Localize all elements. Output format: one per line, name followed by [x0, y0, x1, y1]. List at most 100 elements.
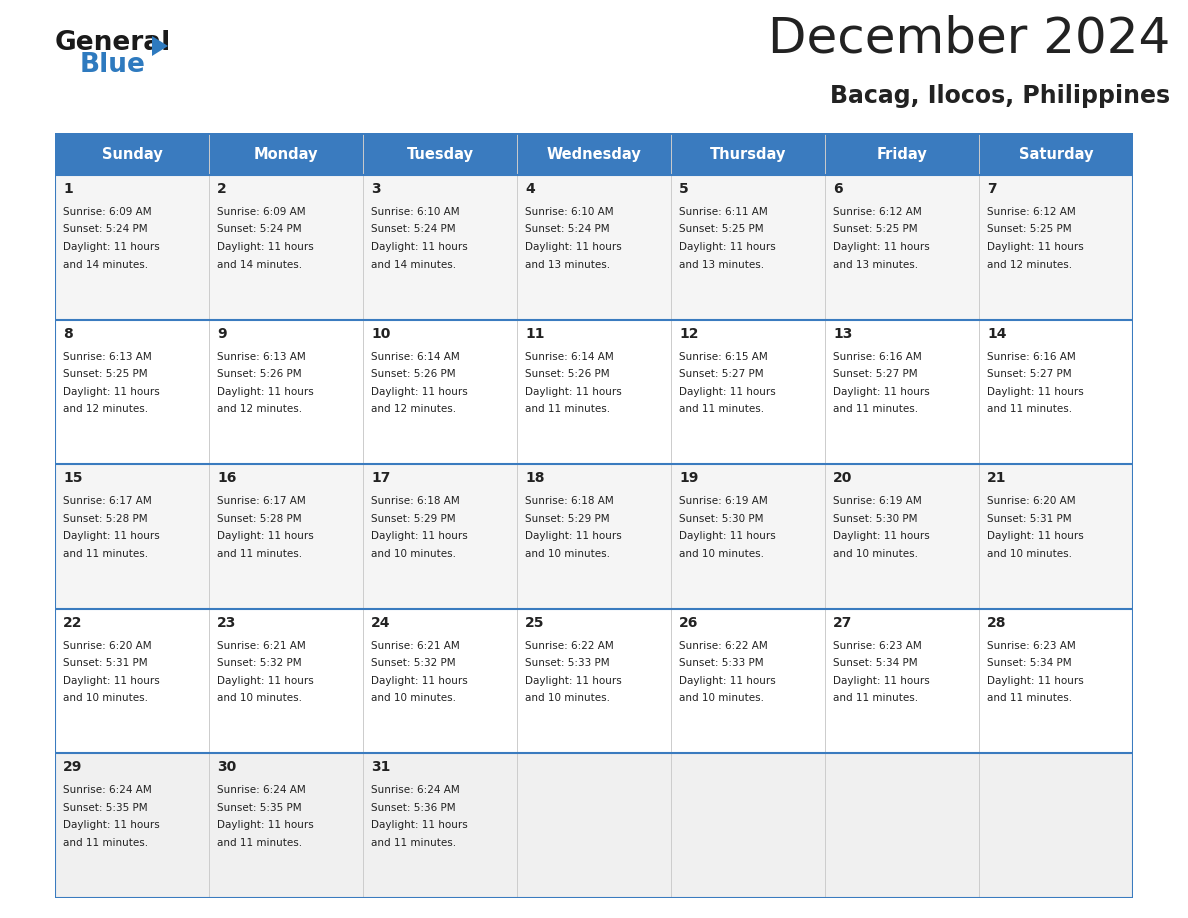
Text: Daylight: 11 hours: Daylight: 11 hours	[680, 242, 776, 252]
Bar	[55, 175, 1133, 319]
Text: Daylight: 11 hours: Daylight: 11 hours	[217, 386, 314, 397]
Text: Sunset: 5:24 PM: Sunset: 5:24 PM	[217, 225, 302, 234]
Text: 9: 9	[217, 327, 227, 341]
Text: Sunset: 5:33 PM: Sunset: 5:33 PM	[680, 658, 764, 668]
Text: Sunset: 5:26 PM: Sunset: 5:26 PM	[525, 369, 609, 379]
Bar	[979, 133, 1133, 175]
Bar	[517, 133, 671, 175]
Text: Sunrise: 6:24 AM: Sunrise: 6:24 AM	[63, 786, 152, 795]
Text: Sunrise: 6:11 AM: Sunrise: 6:11 AM	[680, 207, 767, 217]
Text: Sunset: 5:25 PM: Sunset: 5:25 PM	[680, 225, 764, 234]
Text: Sunset: 5:26 PM: Sunset: 5:26 PM	[217, 369, 302, 379]
Text: 18: 18	[525, 471, 544, 486]
Bar	[364, 133, 517, 175]
Text: Daylight: 11 hours: Daylight: 11 hours	[525, 532, 621, 542]
Text: 27: 27	[833, 616, 852, 630]
Text: Tuesday: Tuesday	[406, 147, 474, 162]
Text: and 10 minutes.: and 10 minutes.	[987, 549, 1072, 559]
Text: Sunset: 5:35 PM: Sunset: 5:35 PM	[217, 803, 302, 813]
Text: 23: 23	[217, 616, 236, 630]
Text: Daylight: 11 hours: Daylight: 11 hours	[833, 676, 930, 686]
Text: 22: 22	[63, 616, 82, 630]
Text: 4: 4	[525, 182, 535, 196]
Text: Sunrise: 6:19 AM: Sunrise: 6:19 AM	[680, 497, 767, 506]
Text: Sunrise: 6:20 AM: Sunrise: 6:20 AM	[987, 497, 1075, 506]
Text: Sunrise: 6:17 AM: Sunrise: 6:17 AM	[63, 497, 152, 506]
Text: Daylight: 11 hours: Daylight: 11 hours	[833, 386, 930, 397]
Text: Daylight: 11 hours: Daylight: 11 hours	[63, 676, 159, 686]
Text: and 11 minutes.: and 11 minutes.	[217, 838, 302, 848]
Text: Daylight: 11 hours: Daylight: 11 hours	[371, 532, 468, 542]
Text: Sunset: 5:25 PM: Sunset: 5:25 PM	[987, 225, 1072, 234]
Text: December 2024: December 2024	[767, 15, 1170, 63]
Text: Sunrise: 6:18 AM: Sunrise: 6:18 AM	[525, 497, 614, 506]
Text: and 11 minutes.: and 11 minutes.	[833, 404, 918, 414]
Text: 14: 14	[987, 327, 1006, 341]
Text: and 11 minutes.: and 11 minutes.	[987, 693, 1072, 703]
Text: and 11 minutes.: and 11 minutes.	[217, 549, 302, 559]
Text: and 10 minutes.: and 10 minutes.	[525, 693, 609, 703]
Text: and 10 minutes.: and 10 minutes.	[371, 549, 456, 559]
Bar	[209, 133, 364, 175]
Bar	[55, 133, 209, 175]
Text: and 11 minutes.: and 11 minutes.	[371, 838, 456, 848]
Text: Sunset: 5:31 PM: Sunset: 5:31 PM	[63, 658, 147, 668]
Text: 17: 17	[371, 471, 391, 486]
Text: Daylight: 11 hours: Daylight: 11 hours	[680, 676, 776, 686]
Text: Daylight: 11 hours: Daylight: 11 hours	[217, 676, 314, 686]
Text: and 11 minutes.: and 11 minutes.	[833, 693, 918, 703]
Text: Daylight: 11 hours: Daylight: 11 hours	[680, 386, 776, 397]
Text: Sunset: 5:34 PM: Sunset: 5:34 PM	[987, 658, 1072, 668]
Text: and 11 minutes.: and 11 minutes.	[680, 404, 764, 414]
Text: Daylight: 11 hours: Daylight: 11 hours	[987, 532, 1083, 542]
Text: and 14 minutes.: and 14 minutes.	[217, 260, 302, 270]
Text: 6: 6	[833, 182, 842, 196]
Text: Sunset: 5:27 PM: Sunset: 5:27 PM	[833, 369, 917, 379]
Text: 19: 19	[680, 471, 699, 486]
Text: 3: 3	[371, 182, 380, 196]
Text: Sunset: 5:27 PM: Sunset: 5:27 PM	[987, 369, 1072, 379]
Text: and 12 minutes.: and 12 minutes.	[217, 404, 302, 414]
Text: 2: 2	[217, 182, 227, 196]
Text: Daylight: 11 hours: Daylight: 11 hours	[680, 532, 776, 542]
Text: and 13 minutes.: and 13 minutes.	[525, 260, 611, 270]
Text: Daylight: 11 hours: Daylight: 11 hours	[525, 242, 621, 252]
Text: Daylight: 11 hours: Daylight: 11 hours	[371, 676, 468, 686]
Text: 21: 21	[987, 471, 1006, 486]
Text: Blue: Blue	[80, 52, 146, 78]
Text: Daylight: 11 hours: Daylight: 11 hours	[371, 821, 468, 831]
Text: Sunset: 5:24 PM: Sunset: 5:24 PM	[525, 225, 609, 234]
Text: Sunrise: 6:09 AM: Sunrise: 6:09 AM	[217, 207, 305, 217]
Text: and 11 minutes.: and 11 minutes.	[987, 404, 1072, 414]
Text: Sunrise: 6:14 AM: Sunrise: 6:14 AM	[525, 352, 614, 362]
Text: Sunrise: 6:24 AM: Sunrise: 6:24 AM	[371, 786, 460, 795]
Text: Daylight: 11 hours: Daylight: 11 hours	[217, 821, 314, 831]
Text: Daylight: 11 hours: Daylight: 11 hours	[525, 676, 621, 686]
Text: Daylight: 11 hours: Daylight: 11 hours	[217, 532, 314, 542]
Text: Sunrise: 6:10 AM: Sunrise: 6:10 AM	[371, 207, 460, 217]
Text: Sunrise: 6:24 AM: Sunrise: 6:24 AM	[217, 786, 305, 795]
Text: Daylight: 11 hours: Daylight: 11 hours	[63, 386, 159, 397]
Text: Daylight: 11 hours: Daylight: 11 hours	[987, 242, 1083, 252]
Bar	[55, 609, 1133, 754]
Text: Sunset: 5:29 PM: Sunset: 5:29 PM	[525, 514, 609, 523]
Text: 28: 28	[987, 616, 1006, 630]
Text: 30: 30	[217, 760, 236, 775]
Text: Sunrise: 6:17 AM: Sunrise: 6:17 AM	[217, 497, 305, 506]
Text: and 10 minutes.: and 10 minutes.	[833, 549, 918, 559]
Bar	[55, 319, 1133, 465]
Text: Sunrise: 6:16 AM: Sunrise: 6:16 AM	[987, 352, 1076, 362]
Text: Friday: Friday	[877, 147, 928, 162]
Text: 16: 16	[217, 471, 236, 486]
Text: 24: 24	[371, 616, 391, 630]
Text: Sunrise: 6:15 AM: Sunrise: 6:15 AM	[680, 352, 767, 362]
Text: 7: 7	[987, 182, 997, 196]
Text: 13: 13	[833, 327, 852, 341]
Text: Sunset: 5:28 PM: Sunset: 5:28 PM	[217, 514, 302, 523]
Text: 1: 1	[63, 182, 72, 196]
Text: 25: 25	[525, 616, 544, 630]
Text: and 10 minutes.: and 10 minutes.	[525, 549, 609, 559]
Text: and 11 minutes.: and 11 minutes.	[63, 838, 148, 848]
Text: and 10 minutes.: and 10 minutes.	[680, 549, 764, 559]
Text: Sunset: 5:30 PM: Sunset: 5:30 PM	[833, 514, 917, 523]
